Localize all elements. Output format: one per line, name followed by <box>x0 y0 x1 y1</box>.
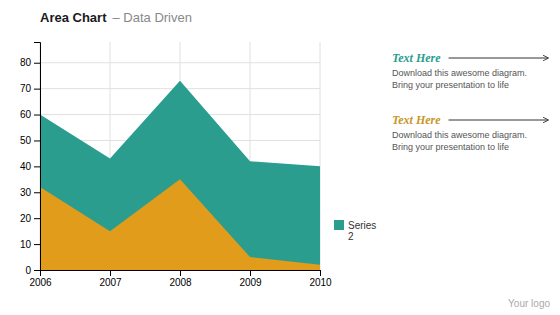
tick-label: 2010 <box>309 277 332 288</box>
axis-line <box>41 271 321 277</box>
annotations: Text Here Download this awesome diagram. B… <box>392 51 548 152</box>
annotation-title: Text Here <box>392 113 441 127</box>
tick: 70 <box>20 83 40 94</box>
title-main: Area Chart <box>40 10 107 25</box>
tick-mark <box>40 270 41 276</box>
tick-label: 2008 <box>169 277 192 288</box>
tick-label: 80 <box>20 57 32 68</box>
tick: 10 <box>20 239 40 250</box>
tick-label: 2009 <box>239 277 262 288</box>
tick-label: 10 <box>20 239 32 250</box>
legend-label-line: 2 <box>348 231 354 242</box>
area <box>40 81 320 270</box>
tick: 20 <box>20 213 40 224</box>
annotation-arrow <box>449 120 548 121</box>
tick-mark <box>34 140 40 141</box>
tick-mark <box>34 115 40 116</box>
tick-mark <box>34 89 40 90</box>
tick: 2007 <box>99 270 122 288</box>
tick: 2006 <box>29 270 52 288</box>
tick-label: 30 <box>20 187 32 198</box>
tick-label: 50 <box>20 135 32 146</box>
tick-mark <box>320 270 321 276</box>
annotation-text: Bring your presentation to life <box>392 80 509 90</box>
tick-mark <box>34 244 40 245</box>
subtitle: – Data Driven <box>112 10 191 25</box>
tick-mark <box>180 270 181 276</box>
tick: 2009 <box>239 270 262 288</box>
footer: Your logo <box>508 298 550 309</box>
tick-mark <box>34 166 40 167</box>
legend-swatch <box>334 220 344 230</box>
tick: 2010 <box>309 270 332 288</box>
tick: 30 <box>20 187 40 198</box>
annotation-text: Download this awesome diagram. <box>392 68 527 78</box>
grid <box>40 42 320 270</box>
x-axis: 2006 2007 2008 2009 2010 <box>29 270 332 288</box>
chart: Area Chart – Data Driven 0 10 20 30 40 50 60 70 80… <box>0 0 560 315</box>
tick-mark <box>110 270 111 276</box>
annotation-text: Download this awesome diagram. <box>392 130 527 140</box>
legend: Series2 <box>334 220 376 242</box>
tick-label: 40 <box>20 161 32 172</box>
tick-mark <box>34 63 40 64</box>
areas <box>40 81 320 270</box>
tick-label: 2006 <box>29 277 52 288</box>
tick-label: 20 <box>20 213 32 224</box>
tick: 60 <box>20 109 40 120</box>
area <box>40 179 320 270</box>
title: Area Chart – Data Driven <box>40 10 192 25</box>
tick-label: 2007 <box>99 277 122 288</box>
tick-mark <box>34 270 40 271</box>
axis-line <box>34 43 41 271</box>
tick: 2008 <box>169 270 192 288</box>
plot: 0 10 20 30 40 50 60 70 80 2006 2007 2008 2009 2010 <box>20 42 332 288</box>
annotation-title: Text Here <box>392 51 441 65</box>
tick: 50 <box>20 135 40 146</box>
y-axis: 0 10 20 30 40 50 60 70 80 <box>20 43 41 276</box>
tick-mark <box>34 192 40 193</box>
tick-mark <box>34 218 40 219</box>
annotation-text: Bring your presentation to life <box>392 142 509 152</box>
annotation-arrow <box>449 58 548 59</box>
tick-label: 0 <box>25 265 31 276</box>
tick-label: 60 <box>20 109 32 120</box>
tick: 80 <box>20 57 40 68</box>
tick: 40 <box>20 161 40 172</box>
tick-label: 70 <box>20 83 32 94</box>
tick-mark <box>250 270 251 276</box>
tick: 0 <box>25 265 40 276</box>
legend-label-line: Series <box>348 220 376 231</box>
legend-label: Series2 <box>348 220 376 242</box>
